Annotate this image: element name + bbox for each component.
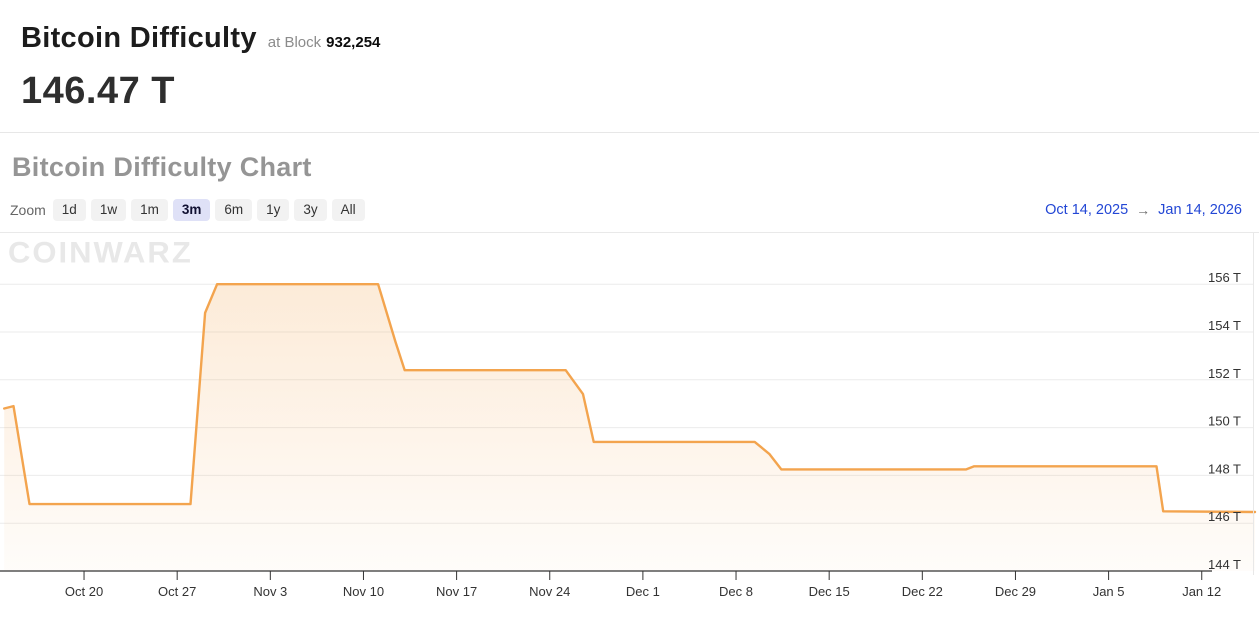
- zoom-button-3m[interactable]: 3m: [172, 198, 211, 222]
- page-header: Bitcoin Difficulty at Block 932,254 146.4…: [0, 0, 1259, 133]
- y-axis-label: 154 T: [1208, 318, 1241, 333]
- title-row: Bitcoin Difficulty at Block 932,254: [21, 22, 1259, 55]
- x-axis-label: Oct 27: [158, 584, 196, 599]
- x-axis-label: Nov 24: [529, 584, 570, 599]
- zoom-button-1d[interactable]: 1d: [52, 198, 86, 222]
- zoom-button-6m[interactable]: 6m: [215, 198, 253, 222]
- page-title: Bitcoin Difficulty: [21, 22, 257, 54]
- x-axis-label: Jan 5: [1093, 584, 1125, 599]
- coinwarz-watermark-logo: CoinWarz: [8, 235, 193, 270]
- zoom-button-1m[interactable]: 1m: [131, 198, 168, 222]
- zoom-button-1w[interactable]: 1w: [90, 198, 127, 222]
- current-difficulty-value: 146.47 T: [21, 70, 175, 112]
- x-axis-label: Nov 3: [253, 584, 287, 599]
- x-axis-label: Dec 8: [719, 584, 753, 599]
- zoom-button-3y[interactable]: 3y: [294, 198, 327, 222]
- x-axis-label: Oct 20: [65, 584, 103, 599]
- block-number: 932,254: [326, 34, 381, 51]
- difficulty-area-fill: [4, 284, 1256, 571]
- y-axis-label: 150 T: [1208, 414, 1241, 429]
- chart-controls-row: Zoom 1d 1w 1m 3m 6m 1y 3y All Oct 14, 2025 → Ja…: [0, 198, 1259, 222]
- x-axis-label: Nov 10: [343, 584, 384, 599]
- x-axis-label: Jan 12: [1182, 584, 1221, 599]
- zoom-button-1y[interactable]: 1y: [257, 198, 290, 222]
- date-to-link[interactable]: Jan 14, 2026: [1158, 202, 1242, 218]
- y-axis-label: 146 T: [1208, 509, 1241, 524]
- difficulty-line-series[interactable]: [3, 283, 1257, 514]
- y-axis-label: 156 T: [1208, 270, 1241, 285]
- chart-section: Bitcoin Difficulty Chart Zoom 1d 1w 1m 3m 6m…: [0, 152, 1259, 614]
- chart-section-title: Bitcoin Difficulty Chart: [12, 152, 312, 182]
- zoom-button-all[interactable]: All: [331, 198, 365, 222]
- zoom-label: Zoom: [10, 202, 46, 218]
- arrow-right-icon: →: [1136, 202, 1151, 218]
- difficulty-chart[interactable]: 156 T 154 T 152 T 150 T 148 T 146 T 144 T Oct 2…: [0, 233, 1259, 615]
- date-range: Oct 14, 2025 → Jan 14, 2026: [1045, 202, 1242, 218]
- at-block-label: at Block 932,254: [267, 34, 381, 51]
- y-axis-label: 148 T: [1208, 461, 1241, 476]
- zoom-buttons: 1d 1w 1m 3m 6m 1y 3y All: [48, 198, 365, 222]
- x-axis-label: Dec 15: [809, 584, 850, 599]
- chart-area: CoinWarz 156 T 154 T 152 T 150 T 148 T 146 T1…: [0, 232, 1259, 614]
- x-axis-label: Dec 22: [902, 584, 943, 599]
- x-axis-label: Dec 1: [626, 584, 660, 599]
- x-axis-label: Dec 29: [995, 584, 1036, 599]
- y-axis-label: 144 T: [1208, 557, 1241, 572]
- zoom-button-group: Zoom 1d 1w 1m 3m 6m 1y 3y All: [10, 198, 365, 222]
- date-from-link[interactable]: Oct 14, 2025: [1045, 202, 1129, 218]
- y-axis-label: 152 T: [1208, 366, 1241, 381]
- x-axis-label: Nov 17: [436, 584, 477, 599]
